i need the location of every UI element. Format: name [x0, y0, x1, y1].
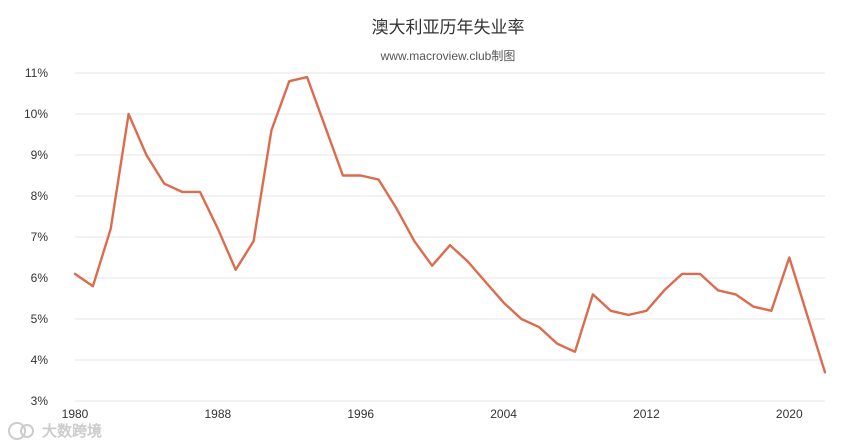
x-tick-label: 1996: [347, 407, 374, 421]
series-layer: [73, 75, 827, 374]
x-tick-label: 1980: [62, 407, 89, 421]
x-tick-label: 2004: [490, 407, 517, 421]
y-tick-label: 7%: [31, 230, 49, 244]
y-tick-label: 11%: [25, 66, 48, 80]
x-tick-label: 2020: [776, 407, 803, 421]
fox-logo-icon: [8, 422, 34, 440]
y-tick-label: 10%: [24, 107, 48, 121]
watermark: 大数跨境: [8, 422, 102, 440]
y-tick-label: 6%: [31, 271, 49, 285]
y-tick-label: 5%: [31, 312, 49, 326]
y-tick-label: 3%: [31, 394, 49, 408]
series-line-unemployment: [73, 75, 827, 374]
y-tick-label: 4%: [31, 353, 49, 367]
y-axis: 3% 4% 5% 6% 7% 8% 9% 10% 11%: [24, 66, 48, 408]
x-tick-label: 2012: [633, 407, 660, 421]
x-tick-label: 1988: [205, 407, 232, 421]
watermark-text: 大数跨境: [42, 422, 102, 440]
x-axis: 1980 1988 1996 2004 2012 2020: [62, 407, 803, 421]
chart-subtitle: www.macroview.club制图: [380, 49, 516, 63]
y-tick-label: 9%: [31, 148, 49, 162]
chart-title: 澳大利亚历年失业率: [372, 18, 525, 37]
y-tick-label: 8%: [31, 189, 49, 203]
gridlines: [75, 72, 825, 402]
